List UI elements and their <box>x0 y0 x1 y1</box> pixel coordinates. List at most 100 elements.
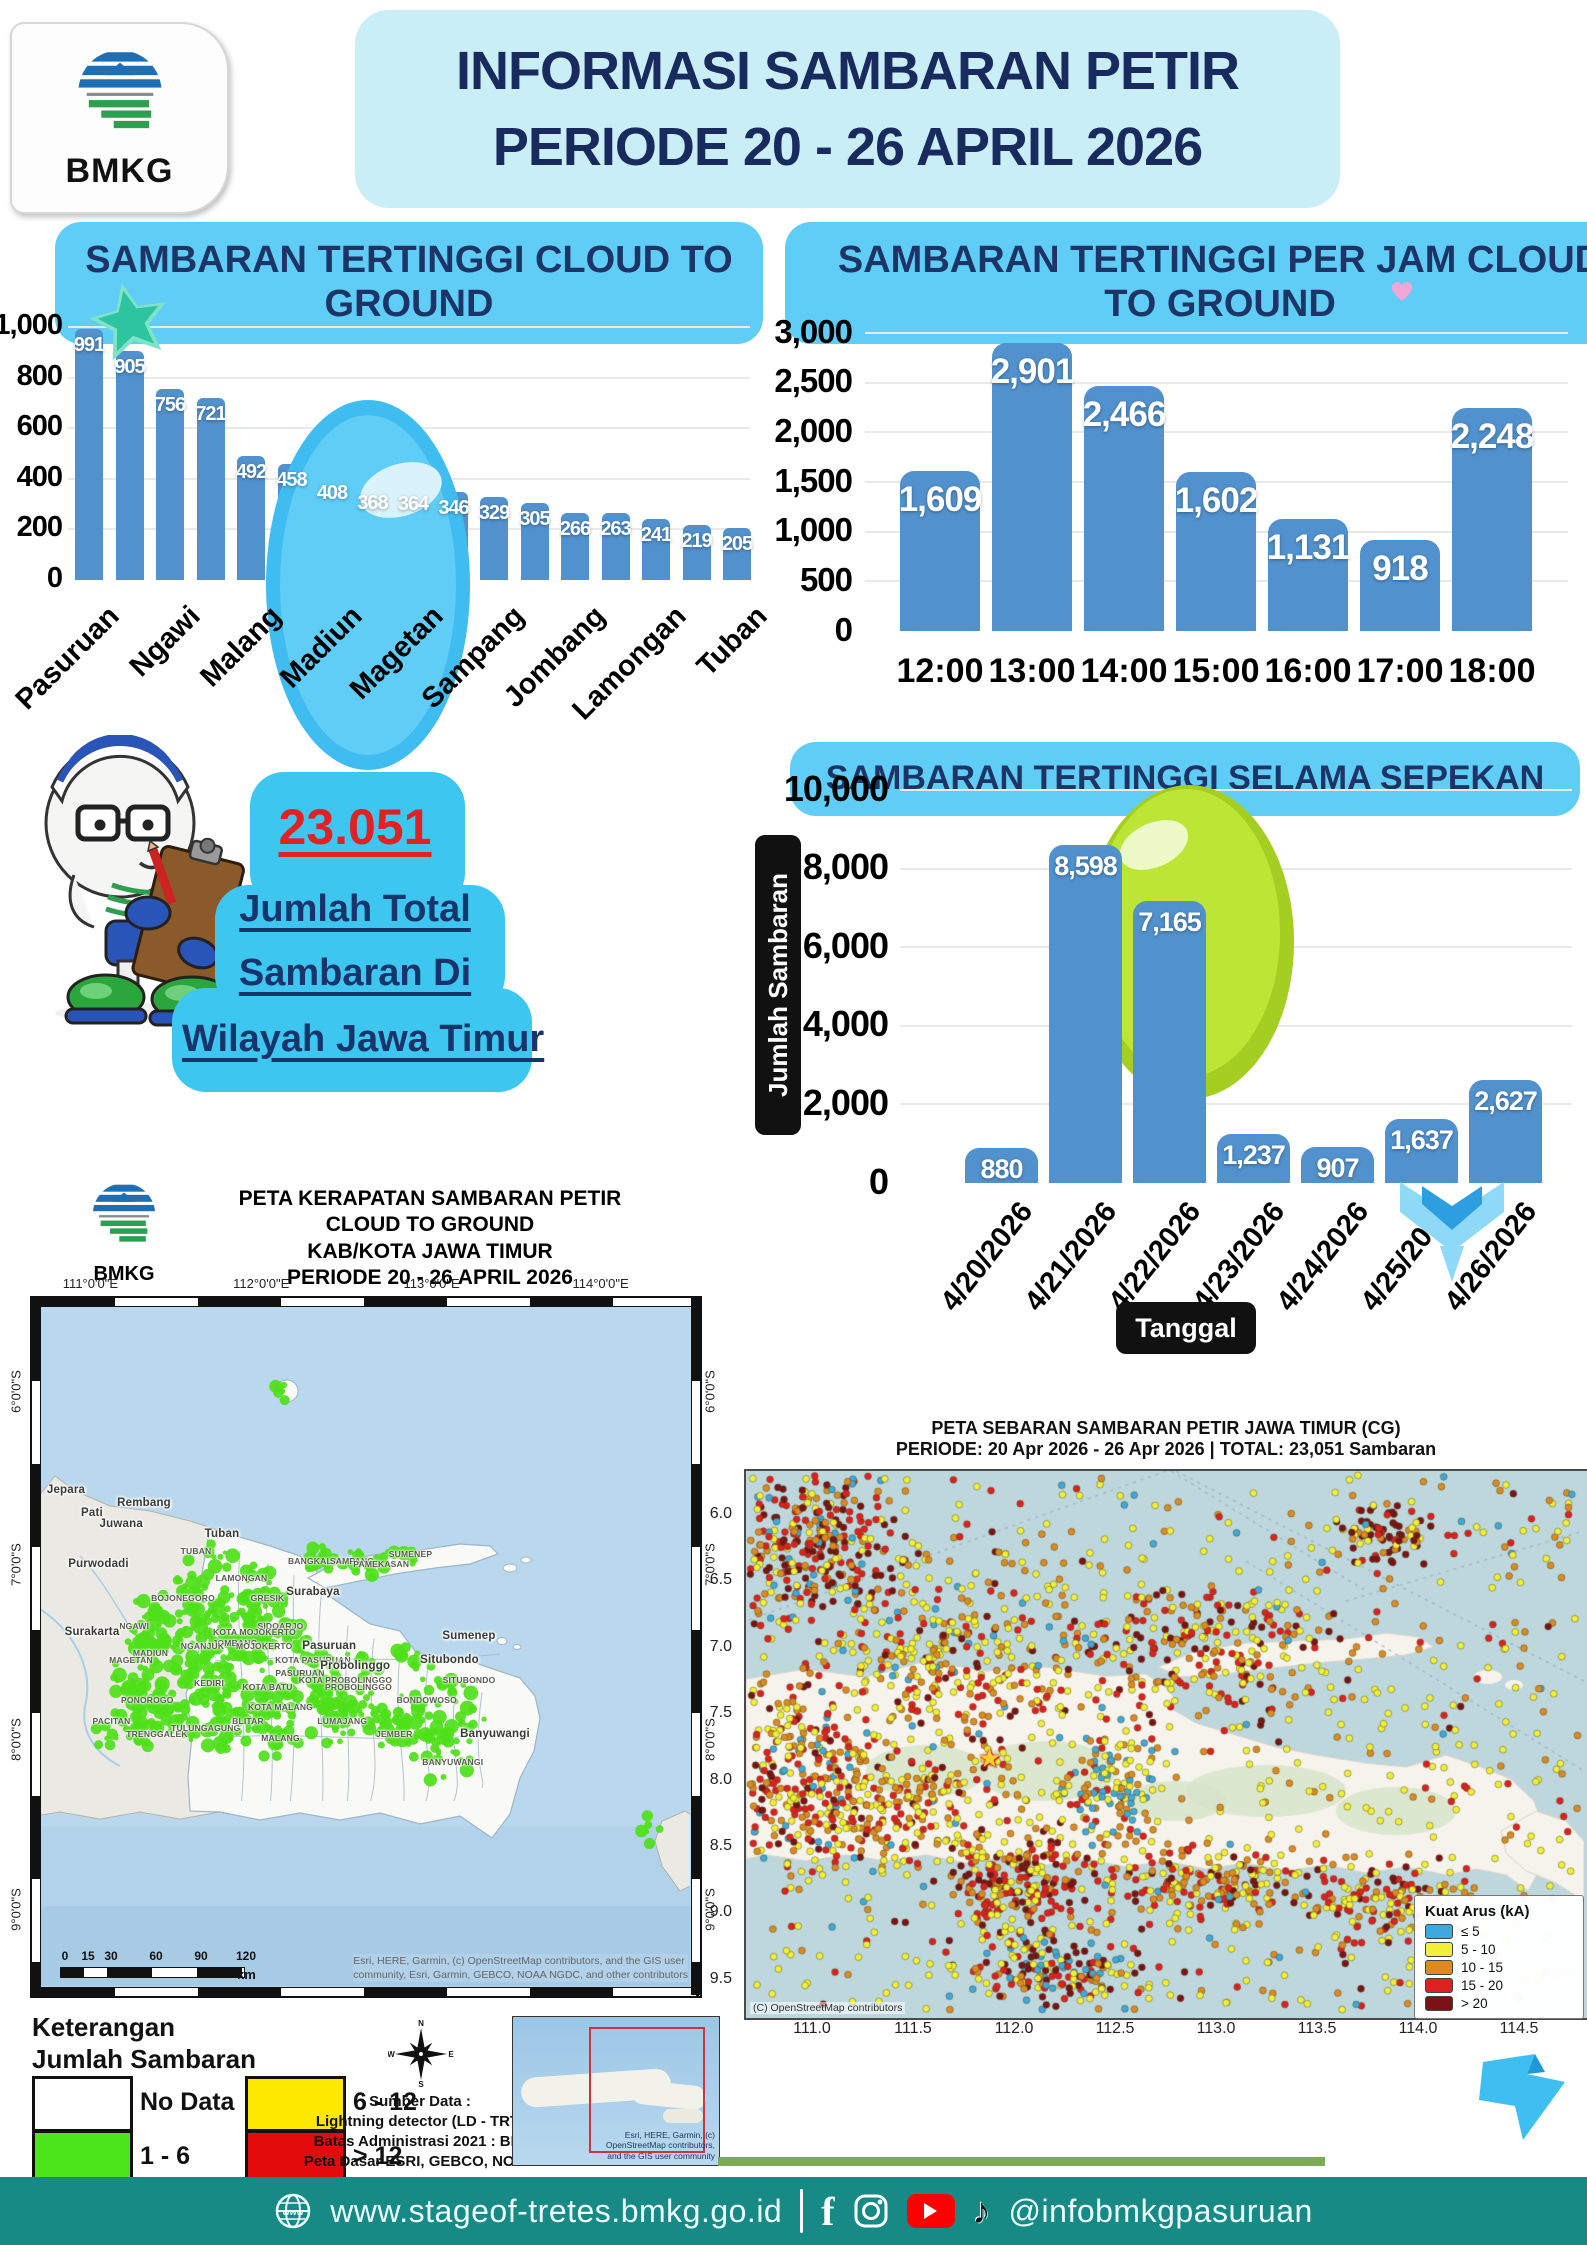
bmkg-logo-text: BMKG <box>65 151 174 190</box>
y-tick-label: 3,000 <box>774 312 853 350</box>
footer-website[interactable]: www.stageof-tretes.bmkg.go.id <box>330 2192 783 2229</box>
density-map-logo: BMKG <box>85 1180 175 1286</box>
bar <box>1176 471 1256 631</box>
scatter-legend-row: 5 - 10 <box>1425 1942 1573 1957</box>
legend-label: 1 - 6 <box>140 2142 191 2170</box>
total-line1: Jumlah Total <box>239 888 471 930</box>
scatter-legend: Kuat Arus (kA) ≤ 5 5 - 10 10 - 15 15 - 20 > … <box>1414 1895 1584 2019</box>
map-place-label: Jepara <box>46 1483 86 1496</box>
scatter-y-tick: 7.5 <box>709 1704 732 1722</box>
scatter-y-tick: 9.5 <box>709 1969 732 1987</box>
y-tick-label: 4,000 <box>802 1003 889 1045</box>
bar <box>561 512 589 580</box>
scatter-x-tick: 111.5 <box>894 2020 932 2037</box>
map-place-label: Sumenep <box>442 1629 496 1642</box>
y-tick-label: 8,000 <box>802 846 889 888</box>
tiktok-icon[interactable]: ♪ <box>972 2190 991 2231</box>
inset-locator-map[interactable]: Esri, HERE, Garmin, (c) OpenStreetMap co… <box>512 2016 720 2166</box>
scatter-legend-row: ≤ 5 <box>1425 1924 1573 1939</box>
facebook-icon[interactable]: f <box>821 2188 835 2234</box>
total-box-top <box>250 772 465 907</box>
page-title-line1: INFORMASI SAMBARAN PETIR <box>456 41 1240 101</box>
bar-value-label: 305 <box>519 507 550 530</box>
bar-value-label: 2,248 <box>1450 416 1535 456</box>
total-line3: Wilayah Jawa Timur <box>182 1018 545 1060</box>
y-tick-label: 200 <box>16 511 63 544</box>
map-place-label: MALANG <box>261 1732 300 1743</box>
page-title-line2: PERIODE 20 - 26 APRIL 2026 <box>492 117 1203 177</box>
bar-value-label: 8,598 <box>1054 851 1118 882</box>
svg-text:W: W <box>388 2050 395 2059</box>
lon-label: 111°0'0"E <box>62 1276 118 1291</box>
scatter-y-axis: 6.0 6.5 7.0 7.5 8.0 8.5 9.0 9.5 <box>690 1469 738 2016</box>
bar-value-label: 346 <box>438 497 469 520</box>
svg-text:S: S <box>418 2080 424 2088</box>
legend-title-1: Keterangan <box>32 2012 176 2042</box>
bar-value-label: 266 <box>559 517 591 540</box>
density-lon-labels: 111°0'0"E 112°0'0"E 113°0'0"E 114°0'0"E <box>30 1276 698 1294</box>
map-place-label: GRESIK <box>250 1593 285 1604</box>
chart1-title: SAMBARAN TERTINGGI CLOUD TO GROUND <box>55 222 763 344</box>
sumber-data-block: Sumber Data : Lightning detector (LD - T… <box>303 2093 537 2170</box>
scatter-y-tick: 8.5 <box>709 1837 732 1854</box>
scatter-x-tick: 114.0 <box>1398 2020 1438 2037</box>
scatter-legend-title: Kuat Arus (kA) <box>1425 1903 1530 1920</box>
bar <box>480 496 508 580</box>
footer-handle[interactable]: @infobmkgpasuruan <box>1008 2192 1313 2229</box>
bar-value-label: 1,609 <box>898 480 983 520</box>
bar-value-label: 918 <box>1372 548 1428 588</box>
map-place-label: PAMEKASAN <box>353 1559 410 1570</box>
scatter-x-tick: 112.5 <box>1095 2020 1135 2037</box>
bar <box>682 524 711 580</box>
legend-label: 6 - 12 <box>353 2088 417 2116</box>
bar-value-label: 241 <box>640 524 672 547</box>
map-place-label: LUMAJANG <box>317 1715 368 1726</box>
bar-value-label: 756 <box>154 393 186 416</box>
bar <box>1268 518 1348 631</box>
bar <box>992 342 1072 631</box>
y-tick-label: 2,000 <box>802 1082 889 1124</box>
density-scale-unit: km <box>237 1967 256 1982</box>
chart3-xlabel: Tanggal <box>1116 1302 1256 1354</box>
y-tick-label: 2,500 <box>774 362 853 400</box>
bar <box>1469 1079 1542 1183</box>
scatter-y-tick: 9.0 <box>709 1903 732 1921</box>
map-place-label: BANGKALAN <box>287 1556 345 1566</box>
compass-icon: N S W E <box>388 2019 454 2088</box>
footer-accent-line <box>718 2157 1325 2166</box>
density-map-logo-text: BMKG <box>93 1263 155 1285</box>
map-place-label: JOMBANG <box>212 1637 258 1648</box>
bar <box>1360 539 1440 631</box>
scatter-y-tick: 6.5 <box>709 1571 732 1589</box>
map-place-label: Surakarta <box>64 1626 120 1639</box>
bar <box>642 519 670 580</box>
y-tick-label: 500 <box>799 560 853 598</box>
bar <box>520 502 549 580</box>
gridline <box>900 789 1572 791</box>
map-place-label: KOTA PASURUAN <box>275 1654 351 1665</box>
gridline <box>865 431 1568 434</box>
density-title-1: PETA KERAPATAN SAMBARAN PETIR <box>238 1187 622 1210</box>
down-arrow-decoration-icon <box>1400 1182 1504 1282</box>
bar-value-label: 368 <box>357 491 388 514</box>
epicenter-star-marker: ★ <box>978 1743 1002 1773</box>
gridline <box>865 332 1568 334</box>
gridline <box>68 376 750 379</box>
youtube-icon[interactable] <box>906 2194 955 2228</box>
bar-value-label: 880 <box>980 1154 1023 1185</box>
bar <box>1301 1147 1374 1183</box>
scatter-map-frame[interactable]: ★ Kuat Arus (kA) ≤ 5 5 - 10 10 - 15 15 - 20… <box>744 1469 1587 2020</box>
footer-bar: www www.stageof-tretes.bmkg.go.id f ♪ @i… <box>0 2177 1587 2245</box>
total-number: 23.051 <box>278 799 432 855</box>
instagram-icon[interactable] <box>853 2193 889 2229</box>
lon-label: 114°0'0"E <box>572 1276 629 1291</box>
map-place-label: Pasuruan <box>302 1640 357 1652</box>
map-place-label: JEMBER <box>375 1729 413 1740</box>
map-place-label: PROBOLINGGO <box>325 1681 392 1692</box>
map-place-label: Juwana <box>99 1517 143 1530</box>
density-scalebar: 0 15 30 60 90 120 <box>60 1949 260 1978</box>
density-map-title: PETA KERAPATAN SAMBARAN PETIR CLOUD TO G… <box>210 1186 650 1291</box>
total-box-bottom <box>172 988 532 1092</box>
x-category-label: 17:00 <box>1356 652 1444 690</box>
density-map-frame[interactable]: TUBAN LAMONGAN BOJONEGORO NGAWI GRESIK SIDOAR… <box>30 1296 702 1998</box>
